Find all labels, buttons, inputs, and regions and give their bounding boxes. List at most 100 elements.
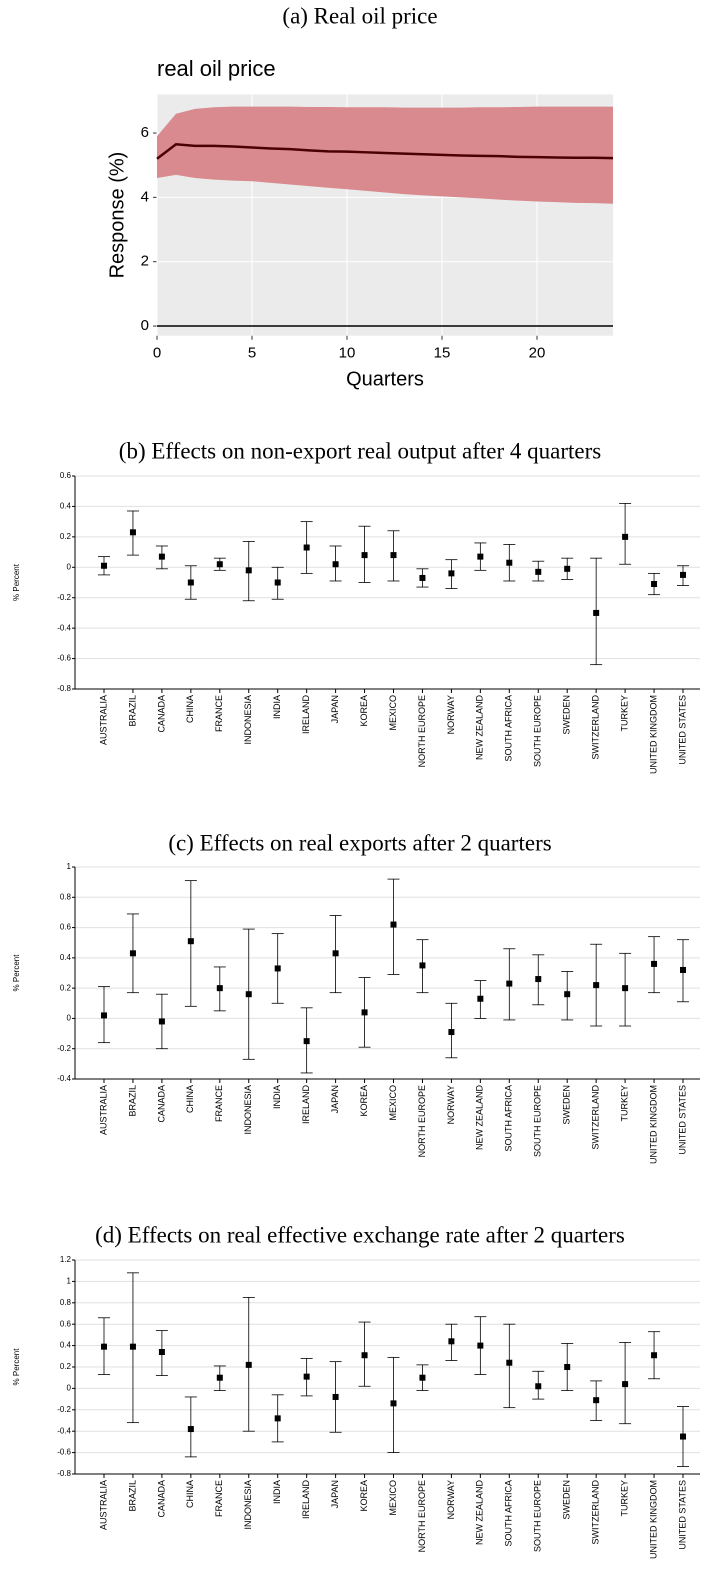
x-tick-label: 10 bbox=[339, 345, 356, 362]
confidence-band bbox=[157, 106, 613, 204]
point-estimate bbox=[506, 1359, 513, 1366]
x-tick-label: SWITZERLAND bbox=[591, 695, 601, 760]
x-tick-label: CANADA bbox=[156, 695, 166, 733]
point-estimate bbox=[274, 1415, 281, 1422]
point-estimate bbox=[274, 965, 281, 972]
point-estimate bbox=[477, 553, 484, 560]
y-tick-label: 0.8 bbox=[60, 892, 72, 901]
x-tick-label: INDIA bbox=[272, 1480, 282, 1504]
point-estimate bbox=[216, 985, 223, 992]
x-tick-label: BRAZIL bbox=[127, 1480, 137, 1512]
point-estimate bbox=[535, 1383, 542, 1390]
point-estimate bbox=[390, 1400, 397, 1407]
x-tick-label: BRAZIL bbox=[127, 695, 137, 727]
point-estimate bbox=[622, 985, 629, 992]
y-tick-label: 0 bbox=[141, 317, 149, 334]
panel-caption: (c) Effects on real exports after 2 quar… bbox=[168, 830, 551, 855]
x-tick-label: UNITED STATES bbox=[677, 1085, 687, 1155]
point-estimate bbox=[274, 579, 281, 586]
y-tick-label: -0.8 bbox=[57, 1469, 71, 1478]
y-tick-label: 1 bbox=[67, 862, 72, 871]
x-tick-label: MEXICO bbox=[388, 1085, 398, 1121]
x-tick-label: JAPAN bbox=[330, 1085, 340, 1113]
point-estimate bbox=[448, 1029, 455, 1036]
x-tick-label: FRANCE bbox=[214, 1085, 224, 1122]
x-tick-label: UNITED STATES bbox=[677, 695, 687, 765]
point-estimate bbox=[448, 1338, 455, 1345]
x-tick-label: TURKEY bbox=[619, 695, 629, 732]
x-tick-label: INDIA bbox=[272, 1085, 282, 1109]
x-tick-label: SOUTH AFRICA bbox=[504, 1480, 514, 1547]
y-tick-label: 0.2 bbox=[60, 1362, 72, 1371]
point-estimate bbox=[448, 570, 455, 577]
point-estimate bbox=[680, 1433, 686, 1440]
point-estimate bbox=[651, 581, 658, 588]
y-tick-label: -0.4 bbox=[57, 1074, 71, 1083]
x-tick-label: CANADA bbox=[156, 1480, 166, 1518]
point-estimate bbox=[187, 579, 194, 586]
y-tick-label: 0.6 bbox=[60, 1319, 72, 1328]
point-estimate bbox=[361, 1352, 368, 1359]
x-tick-label: NORWAY bbox=[446, 695, 456, 734]
point-estimate bbox=[129, 950, 136, 957]
point-estimate bbox=[680, 966, 686, 973]
point-estimate bbox=[303, 1373, 310, 1380]
point-estimate bbox=[245, 991, 252, 998]
x-tick-label: 5 bbox=[248, 345, 256, 362]
y-axis-label: % Percent bbox=[12, 954, 21, 992]
x-tick-label: SWEDEN bbox=[562, 695, 572, 735]
x-tick-label: IRELAND bbox=[301, 1480, 311, 1520]
x-tick-label: SWEDEN bbox=[562, 1085, 572, 1125]
x-tick-label: SWITZERLAND bbox=[591, 1480, 601, 1545]
x-tick-label: SOUTH AFRICA bbox=[504, 695, 514, 762]
panel-caption: (a) Real oil price bbox=[282, 3, 437, 28]
chart-title: real oil price bbox=[157, 56, 276, 81]
x-tick-label: TURKEY bbox=[619, 1480, 629, 1517]
point-estimate bbox=[361, 552, 368, 559]
point-estimate bbox=[216, 561, 223, 568]
y-axis-label: % Percent bbox=[12, 563, 21, 601]
point-estimate bbox=[245, 1361, 252, 1368]
point-estimate bbox=[564, 991, 571, 998]
x-tick-label: NORTH EUROPE bbox=[417, 1480, 427, 1552]
x-tick-label: AUSTRALIA bbox=[98, 1085, 108, 1135]
x-tick-label: FRANCE bbox=[214, 695, 224, 732]
y-tick-label: 1.2 bbox=[60, 1255, 72, 1264]
point-estimate bbox=[361, 1009, 368, 1016]
point-estimate bbox=[651, 1352, 658, 1359]
x-tick-label: IRELAND bbox=[301, 1085, 311, 1125]
x-tick-label: UNITED KINGDOM bbox=[648, 1480, 658, 1559]
y-tick-label: -0.2 bbox=[57, 1405, 71, 1414]
x-tick-label: CHINA bbox=[185, 1480, 195, 1508]
y-tick-label: 0.2 bbox=[60, 983, 72, 992]
x-axis-label: Quarters bbox=[346, 368, 424, 390]
x-tick-label: NORWAY bbox=[446, 1480, 456, 1519]
y-tick-label: 0 bbox=[67, 1014, 72, 1023]
point-estimate bbox=[390, 921, 397, 928]
point-estimate bbox=[680, 571, 686, 578]
x-tick-label: KOREA bbox=[359, 1480, 369, 1512]
x-tick-label: 0 bbox=[153, 345, 161, 362]
y-tick-label: 0.6 bbox=[60, 923, 72, 932]
x-tick-label: SWITZERLAND bbox=[591, 1085, 601, 1150]
y-tick-label: -0.2 bbox=[57, 593, 71, 602]
y-tick-label: 1 bbox=[67, 1277, 72, 1286]
x-tick-label: INDONESIA bbox=[243, 695, 253, 745]
x-tick-label: JAPAN bbox=[330, 695, 340, 723]
point-estimate bbox=[419, 1374, 426, 1381]
point-estimate bbox=[332, 1393, 339, 1400]
y-tick-label: 0 bbox=[67, 562, 72, 571]
x-tick-label: FRANCE bbox=[214, 1480, 224, 1517]
x-tick-label: SWEDEN bbox=[562, 1480, 572, 1520]
y-tick-label: -0.4 bbox=[57, 623, 71, 632]
x-tick-label: JAPAN bbox=[330, 1480, 340, 1508]
x-tick-label: SOUTH EUROPE bbox=[533, 1480, 543, 1552]
x-tick-label: INDONESIA bbox=[243, 1480, 253, 1530]
point-estimate bbox=[535, 568, 542, 575]
x-tick-label: UNITED STATES bbox=[677, 1480, 687, 1550]
x-tick-label: INDIA bbox=[272, 695, 282, 719]
x-tick-label: KOREA bbox=[359, 695, 369, 727]
point-estimate bbox=[535, 976, 542, 983]
x-tick-label: KOREA bbox=[359, 1085, 369, 1117]
point-estimate bbox=[303, 1038, 310, 1045]
